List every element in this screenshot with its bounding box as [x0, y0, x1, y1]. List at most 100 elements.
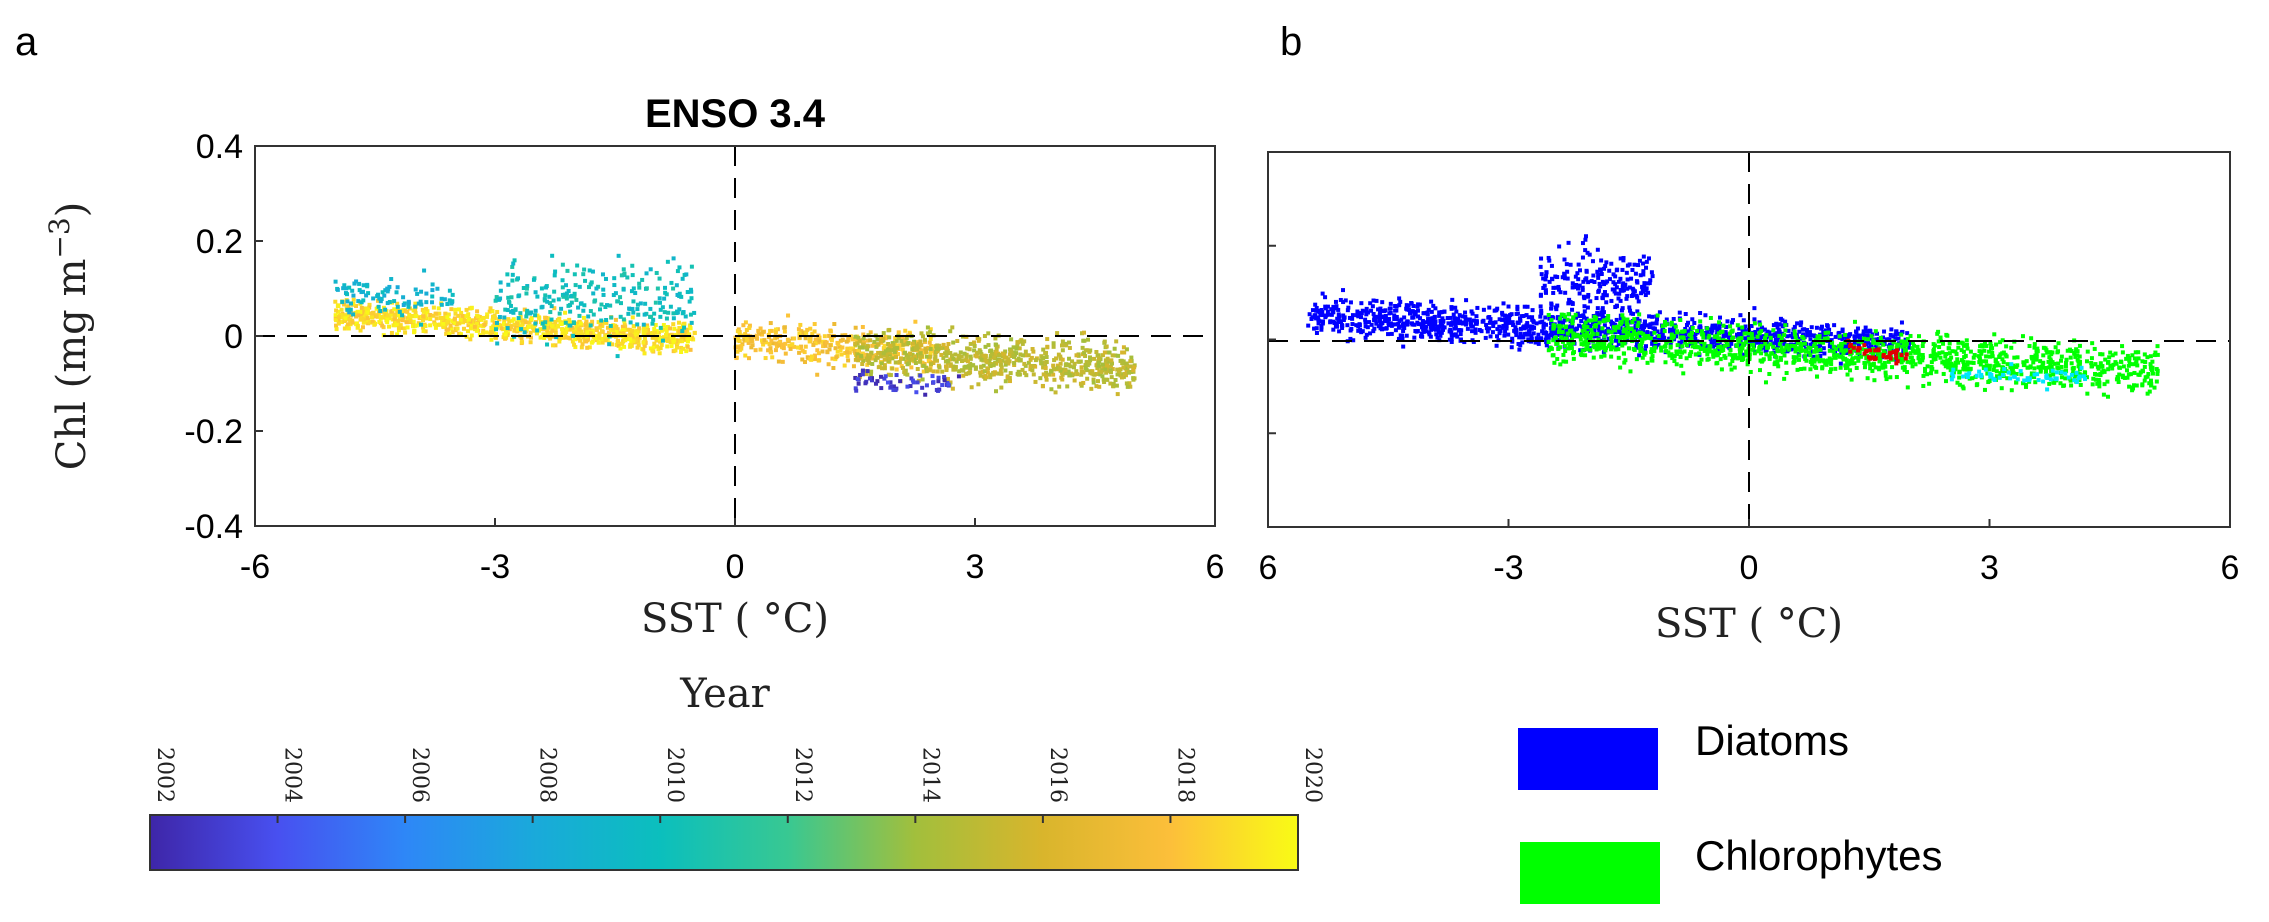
data-point-diatoms [1562, 273, 1567, 278]
data-point-diatoms [1469, 322, 1474, 327]
data-point [531, 277, 536, 282]
data-point-diatoms [1412, 335, 1417, 340]
data-point [348, 307, 353, 312]
data-point [528, 335, 533, 340]
data-point-diatoms [1833, 334, 1838, 339]
data-point [861, 358, 866, 363]
data-point [421, 325, 426, 330]
data-point [834, 355, 839, 360]
data-point [587, 268, 592, 273]
data-point [827, 347, 832, 352]
data-point [857, 375, 862, 380]
data-point-diatoms [1612, 289, 1617, 294]
data-point [641, 328, 646, 333]
data-point-chlorophytes [2103, 357, 2108, 362]
data-point [568, 336, 573, 341]
data-point-diatoms [1556, 287, 1561, 292]
data-point-diatoms [1757, 320, 1762, 325]
data-point [359, 305, 364, 310]
data-point-diatoms [1614, 285, 1619, 290]
data-point [621, 287, 626, 292]
data-point-diatoms [1337, 329, 1342, 334]
data-point-diatoms [1551, 285, 1556, 290]
data-point-diatoms [1650, 314, 1655, 319]
data-point [598, 322, 603, 327]
data-point-chlorophytes [2138, 370, 2143, 375]
data-point [999, 371, 1004, 376]
data-point-diatoms [1534, 321, 1539, 326]
data-point-chlorophytes [2015, 363, 2020, 368]
data-point-diatoms [1495, 327, 1500, 332]
data-point-diatoms [1368, 301, 1373, 306]
panel-a-y-ticks: -0.4-0.200.20.4 [184, 128, 263, 546]
data-point [943, 359, 948, 364]
data-point-chlorophytes [1940, 350, 1945, 355]
data-point [1096, 360, 1101, 365]
data-point [1040, 384, 1045, 389]
data-point [360, 313, 365, 318]
data-point-diatoms [1310, 315, 1315, 320]
data-point [766, 332, 771, 337]
data-point [464, 307, 469, 312]
data-point-chlorophytes [1683, 340, 1688, 345]
data-point-chlorophytes [1750, 336, 1755, 341]
data-point-chlorophytes [1571, 341, 1576, 346]
data-point [764, 340, 769, 345]
data-point-diatoms [1434, 332, 1439, 337]
data-point [1100, 353, 1105, 358]
data-point-diatoms [1409, 321, 1414, 326]
data-point-chlorophytes [1757, 331, 1762, 336]
data-point [853, 334, 858, 339]
data-point-diatoms [1388, 301, 1393, 306]
data-point-diatoms [1887, 337, 1892, 342]
data-point-chlorophytes [1768, 335, 1773, 340]
data-point-chlorophytes [2012, 355, 2017, 360]
data-point [576, 305, 581, 310]
data-point [768, 321, 773, 326]
data-point [654, 270, 659, 275]
data-point-diatoms [1780, 324, 1785, 329]
data-point [1031, 349, 1036, 354]
data-point [1038, 358, 1043, 363]
data-point [401, 295, 406, 300]
data-point-chlorophytes [2140, 383, 2145, 388]
data-point-chlorophytes [1711, 351, 1716, 356]
data-point-chlorophytes [1772, 362, 1777, 367]
data-point-diatoms [1618, 256, 1623, 261]
data-point-diatoms [1529, 336, 1534, 341]
data-point [744, 327, 749, 332]
data-point-diatoms [1394, 314, 1399, 319]
data-point [1015, 340, 1020, 345]
data-point [933, 354, 938, 359]
data-point-chlorophytes [1964, 342, 1969, 347]
data-point [783, 351, 788, 356]
data-point [618, 295, 623, 300]
data-point-diatoms [1313, 302, 1318, 307]
data-point [1007, 379, 1012, 384]
data-point-diatoms [1642, 284, 1647, 289]
data-point [905, 384, 910, 389]
data-point-chlorophytes [1876, 354, 1881, 359]
data-point [1022, 370, 1027, 375]
data-point-chlorophytes [1593, 317, 1598, 322]
data-point-chlorophytes [1882, 360, 1887, 365]
data-point-chlorophytes [1601, 319, 1606, 324]
data-point [666, 310, 671, 315]
data-point-diatoms [1578, 314, 1583, 319]
data-point [1029, 355, 1034, 360]
data-point [920, 385, 925, 390]
data-point-diatoms [1724, 325, 1729, 330]
data-point [931, 369, 936, 374]
data-point-diatoms [1557, 318, 1562, 323]
data-point-diatoms [1555, 315, 1560, 320]
data-point-chlorophytes [1737, 356, 1742, 361]
data-point-chlorophytes [2131, 362, 2136, 367]
data-point-diatoms [1697, 325, 1702, 330]
data-point-chlorophytes [1835, 353, 1840, 358]
data-point [335, 287, 340, 292]
data-point [774, 344, 779, 349]
data-point [582, 267, 587, 272]
data-point-diatoms [1490, 330, 1495, 335]
data-point [545, 342, 550, 347]
data-point [770, 355, 775, 360]
